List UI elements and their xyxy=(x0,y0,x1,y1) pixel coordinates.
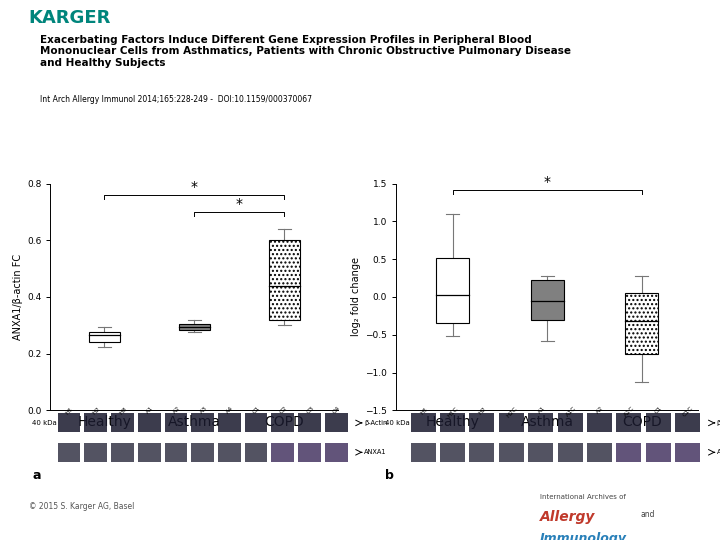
Bar xyxy=(436,258,469,323)
Bar xyxy=(499,443,524,462)
Text: H1: H1 xyxy=(65,406,75,415)
Text: Exacerbating Factors Induce Different Gene Expression Profiles in Peripheral Blo: Exacerbating Factors Induce Different Ge… xyxy=(40,35,571,68)
Text: 40 kDa: 40 kDa xyxy=(32,420,57,426)
Text: H1C: H1C xyxy=(447,406,459,419)
Text: a: a xyxy=(32,469,41,482)
Bar xyxy=(675,443,700,462)
Y-axis label: ANXA1/β-actin FC: ANXA1/β-actin FC xyxy=(13,254,23,340)
Bar xyxy=(469,414,495,433)
Bar xyxy=(587,443,612,462)
Bar xyxy=(271,443,294,462)
Text: KARGER: KARGER xyxy=(29,9,111,26)
Bar xyxy=(298,443,321,462)
Text: H2: H2 xyxy=(91,406,102,415)
Bar xyxy=(218,443,240,462)
Bar xyxy=(469,443,495,462)
Text: *: * xyxy=(236,197,243,211)
Bar xyxy=(325,443,348,462)
Text: A2: A2 xyxy=(172,406,181,415)
Bar xyxy=(165,414,187,433)
Text: β-Actin: β-Actin xyxy=(717,420,720,426)
Bar xyxy=(646,443,671,462)
Bar xyxy=(179,324,210,329)
Bar xyxy=(58,414,81,433)
Text: Immunology: Immunology xyxy=(540,532,627,540)
Text: *: * xyxy=(191,180,198,194)
Bar xyxy=(557,443,582,462)
Text: H2: H2 xyxy=(478,406,487,415)
Text: A4: A4 xyxy=(225,406,235,415)
Bar xyxy=(410,443,436,462)
Text: Allergy: Allergy xyxy=(540,510,595,524)
Bar xyxy=(111,414,134,433)
Bar xyxy=(111,443,134,462)
Bar xyxy=(58,443,81,462)
Bar xyxy=(138,443,161,462)
Text: C1: C1 xyxy=(252,406,261,415)
Bar xyxy=(646,414,671,433)
Bar xyxy=(410,414,436,433)
Text: ANXA1: ANXA1 xyxy=(717,449,720,455)
Bar xyxy=(499,414,524,433)
Bar xyxy=(616,443,642,462)
Bar xyxy=(245,414,267,433)
Bar xyxy=(587,414,612,433)
Bar xyxy=(192,443,214,462)
Bar xyxy=(89,333,120,342)
Bar xyxy=(245,443,267,462)
Text: C1C: C1C xyxy=(682,406,695,418)
Text: A1: A1 xyxy=(145,406,155,415)
Text: International Archives of: International Archives of xyxy=(540,494,626,500)
Text: H1: H1 xyxy=(419,406,428,415)
Bar xyxy=(269,240,300,320)
Text: H2C: H2C xyxy=(505,406,518,419)
Text: Int Arch Allergy Immunol 2014;165:228-249 -  DOI:10.1159/000370067: Int Arch Allergy Immunol 2014;165:228-24… xyxy=(40,95,312,104)
Bar xyxy=(271,414,294,433)
Text: 40 kDa: 40 kDa xyxy=(385,420,410,426)
Bar xyxy=(325,414,348,433)
Bar xyxy=(528,414,553,433)
Text: b: b xyxy=(385,469,394,482)
Bar xyxy=(675,414,700,433)
Text: © 2015 S. Karger AG, Basel: © 2015 S. Karger AG, Basel xyxy=(29,502,134,511)
Text: and: and xyxy=(641,510,655,519)
Y-axis label: log₂ fold change: log₂ fold change xyxy=(351,258,361,336)
Text: H3: H3 xyxy=(118,406,128,415)
Text: A3: A3 xyxy=(199,406,208,415)
Text: C3: C3 xyxy=(305,406,315,415)
Bar xyxy=(440,414,465,433)
Bar xyxy=(192,414,214,433)
Bar xyxy=(84,443,107,462)
Bar xyxy=(138,414,161,433)
Bar xyxy=(528,443,553,462)
Bar xyxy=(84,414,107,433)
Bar xyxy=(218,414,240,433)
Text: A1: A1 xyxy=(537,406,546,415)
Bar xyxy=(440,443,465,462)
Text: C4: C4 xyxy=(332,406,341,415)
Text: C1: C1 xyxy=(654,406,664,415)
Bar xyxy=(625,293,658,354)
Text: C2: C2 xyxy=(279,406,288,415)
Bar xyxy=(298,414,321,433)
Text: *: * xyxy=(544,174,551,188)
Text: ANXA1: ANXA1 xyxy=(364,449,387,455)
Text: A2C: A2C xyxy=(624,406,636,418)
Bar xyxy=(531,280,564,320)
Text: A2: A2 xyxy=(595,406,605,415)
Bar xyxy=(616,414,642,433)
Bar xyxy=(557,414,582,433)
Text: β-Actin: β-Actin xyxy=(364,420,387,426)
Text: A1C: A1C xyxy=(564,406,577,418)
Bar xyxy=(165,443,187,462)
